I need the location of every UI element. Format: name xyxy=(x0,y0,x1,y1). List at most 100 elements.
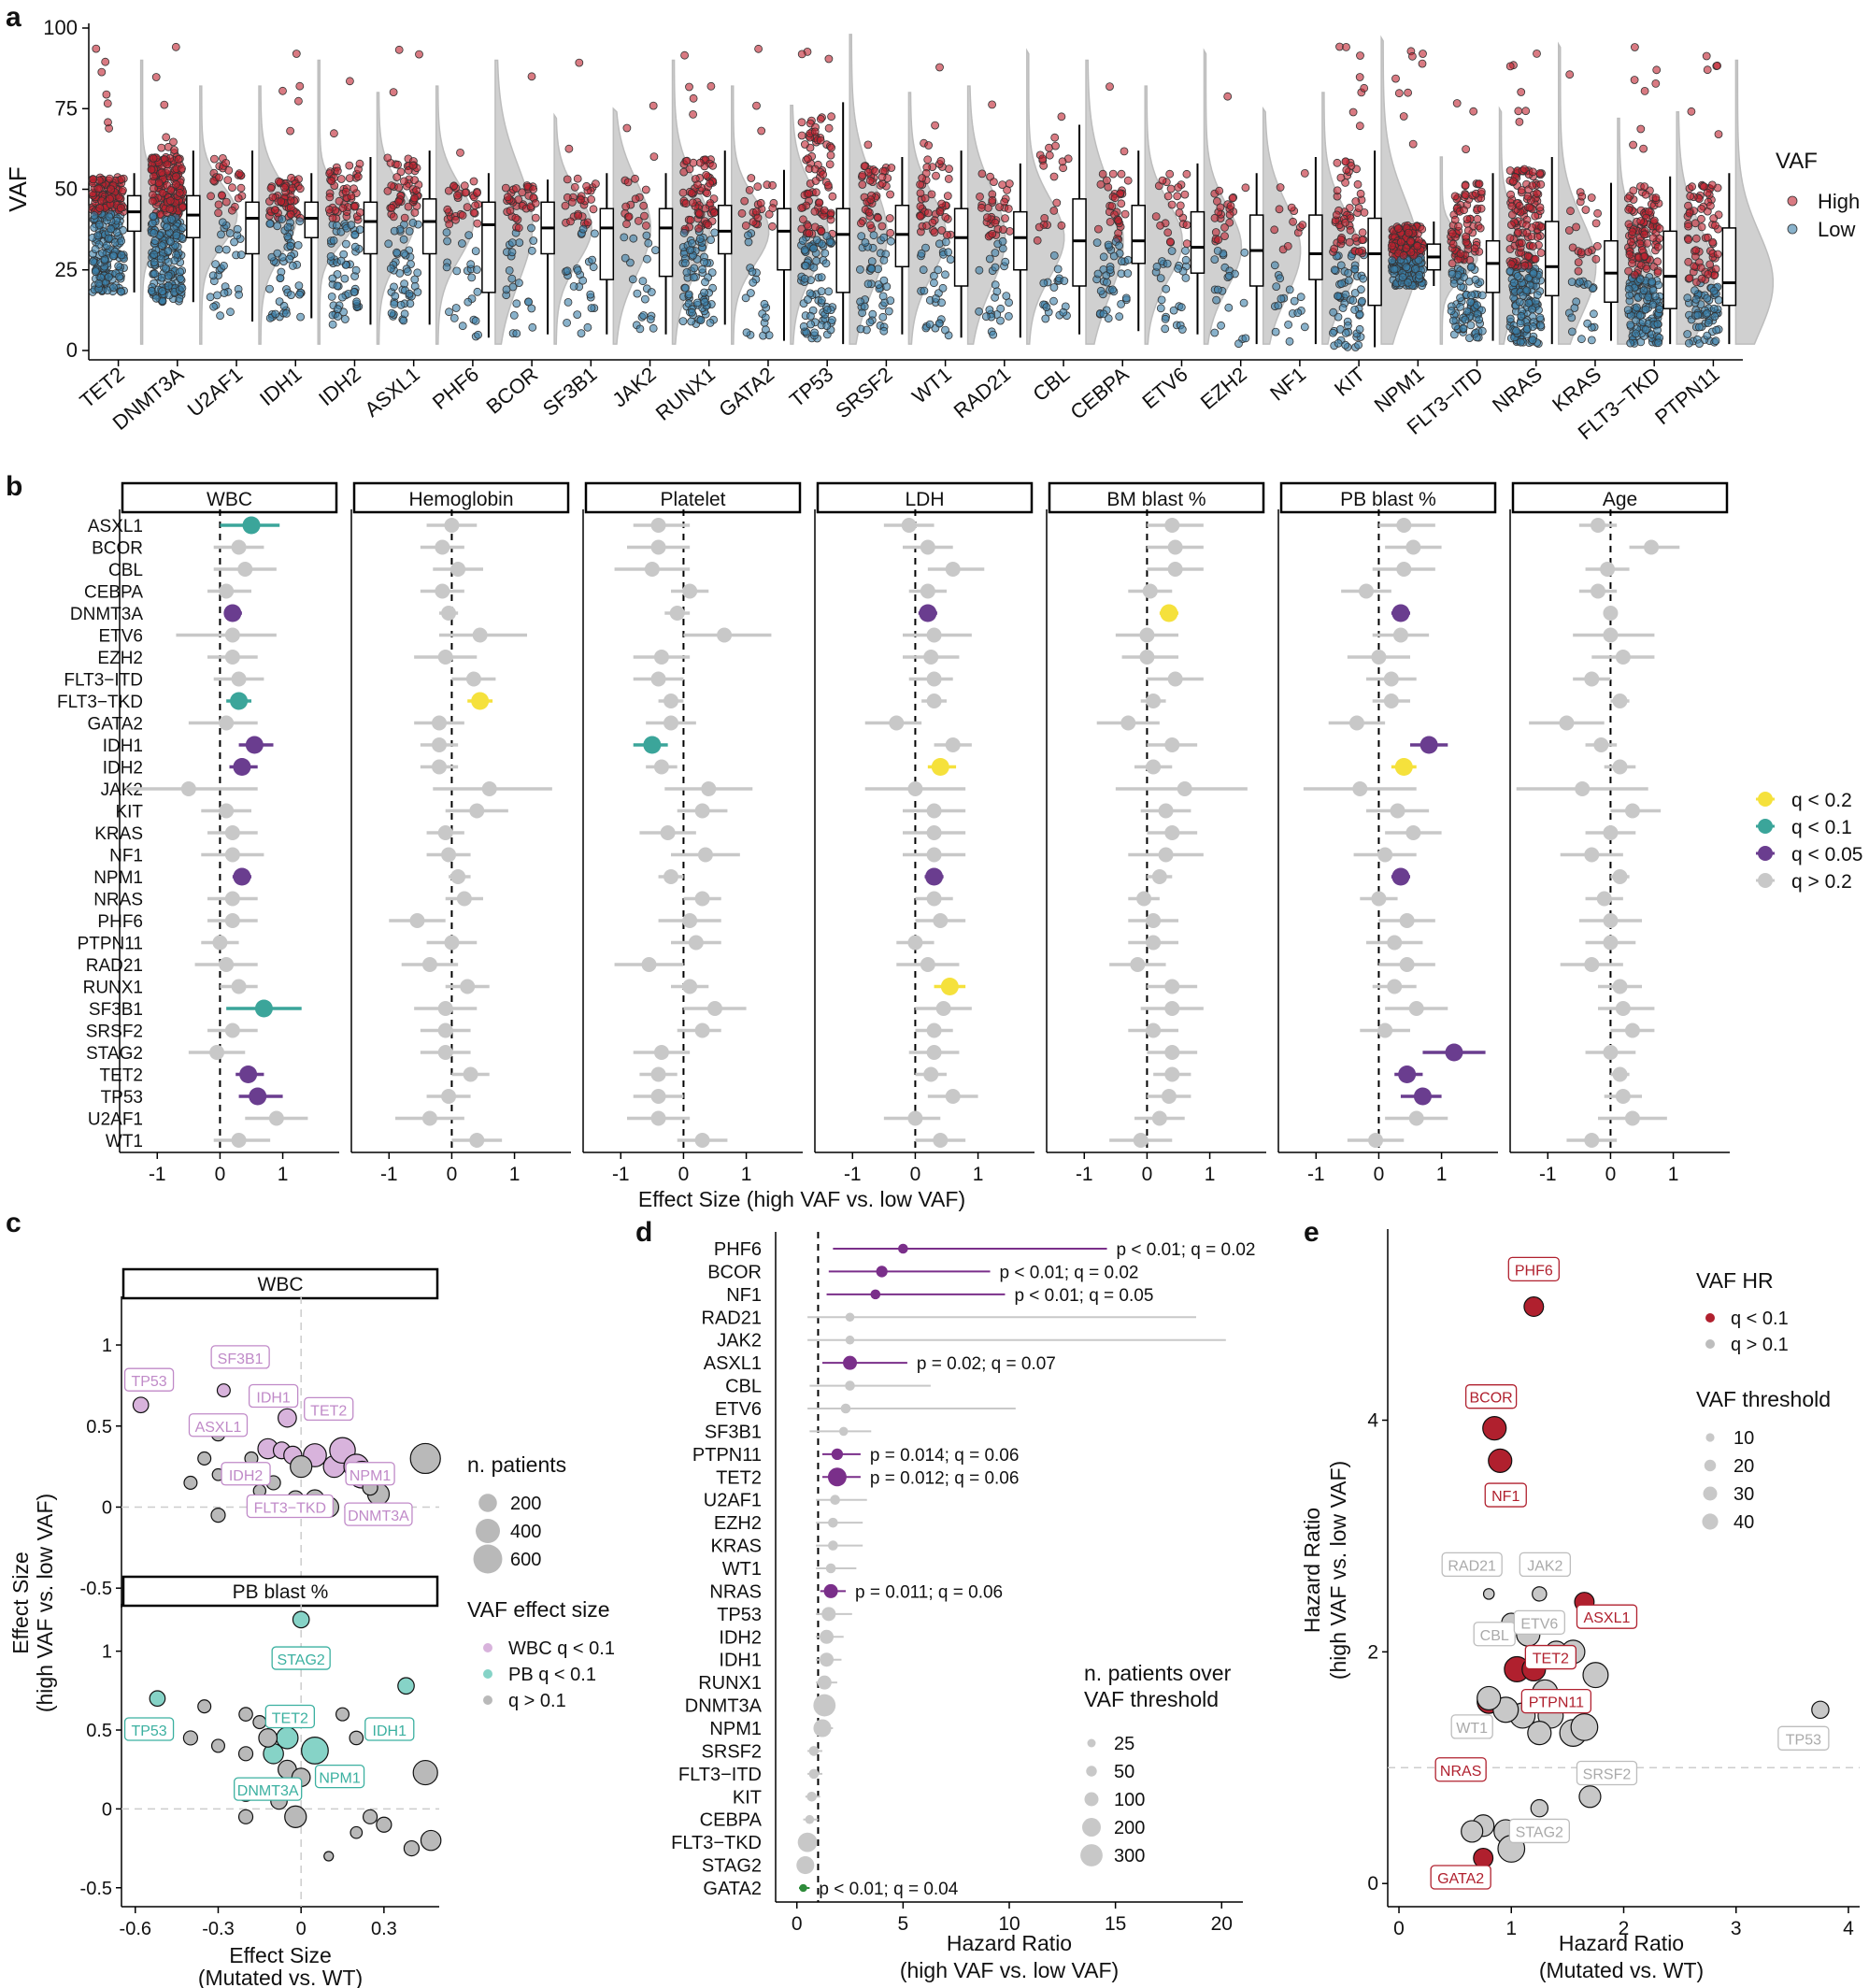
estimate-NRAS xyxy=(1371,891,1387,907)
estimate-TP53 xyxy=(441,1089,457,1104)
vaf-point xyxy=(1057,112,1066,122)
vaf-point xyxy=(1570,304,1579,312)
vaf-point xyxy=(1107,202,1117,211)
vaf-point xyxy=(1348,107,1358,117)
points-GATA2 xyxy=(737,44,778,340)
vaf-point xyxy=(1285,336,1294,346)
box-IDH2 xyxy=(363,201,378,255)
vaf-point xyxy=(112,228,121,237)
vaf-point xyxy=(94,279,104,288)
gene-label: CEBPA xyxy=(84,583,143,603)
estimate-SF3B1 xyxy=(1408,1001,1424,1016)
y-tick-label: 75 xyxy=(55,96,78,120)
vaf-point xyxy=(444,186,453,195)
x-tick-label: 5 xyxy=(898,1913,909,1935)
vaf-point xyxy=(158,287,167,296)
estimate-RUNX1 xyxy=(817,1675,832,1690)
vaf-point xyxy=(1223,92,1233,101)
vaf-point xyxy=(566,217,575,226)
vaf-point xyxy=(1650,292,1660,301)
vaf-point xyxy=(573,310,582,320)
vaf-point xyxy=(518,188,527,197)
estimate-ASXL1 xyxy=(843,1355,858,1370)
vaf-point xyxy=(687,317,696,326)
vaf-point xyxy=(812,188,820,197)
vaf-point xyxy=(1110,193,1120,203)
x-tick-label: SF3B1 xyxy=(538,363,602,421)
estimate-PTPN11 xyxy=(1146,935,1162,951)
vaf-point xyxy=(1536,179,1546,189)
estimate-RUNX1 xyxy=(1387,979,1403,994)
estimate-RUNX1 xyxy=(1164,979,1180,994)
vaf-point xyxy=(338,204,348,213)
point xyxy=(237,1809,254,1824)
box-FLT3−ITD xyxy=(1485,239,1501,293)
estimate-SF3B1 xyxy=(1615,1001,1631,1016)
size-legend-title: n. patients over xyxy=(1084,1661,1232,1685)
vaf-point xyxy=(857,219,865,228)
gene-label: FLT3−ITD xyxy=(64,671,143,691)
estimate-KIT xyxy=(1624,803,1640,819)
vaf-point xyxy=(944,248,953,257)
gene-label: NPM1 xyxy=(709,1719,762,1739)
vaf-point xyxy=(976,192,984,201)
vaf-point xyxy=(170,256,179,265)
estimate-IDH1 xyxy=(432,737,447,752)
vaf-point xyxy=(410,176,420,185)
vaf-point xyxy=(334,312,342,321)
vaf-point xyxy=(104,234,113,243)
estimate-NF1 xyxy=(1377,847,1393,863)
point-label: SF3B1 xyxy=(218,1352,264,1367)
vaf-point xyxy=(531,213,540,222)
vaf-point xyxy=(295,184,305,193)
facet-title: WBC xyxy=(258,1274,304,1295)
estimate-IDH2 xyxy=(1146,759,1162,775)
vaf-point xyxy=(1276,183,1285,192)
estimate-ASXL1 xyxy=(242,516,261,535)
vaf-point xyxy=(413,288,422,296)
vaf-point xyxy=(678,188,688,197)
vaf-point xyxy=(931,121,939,130)
vaf-point xyxy=(234,193,243,203)
legend-label: q < 0.1 xyxy=(1791,817,1852,838)
vaf-point xyxy=(1049,172,1059,181)
vaf-point xyxy=(1156,304,1165,313)
estimate-EZH2 xyxy=(1139,650,1155,665)
vaf-point xyxy=(1358,228,1367,237)
vaf-point xyxy=(514,195,523,205)
estimate-JAK2 xyxy=(180,781,196,796)
points-NF1 xyxy=(1270,168,1309,346)
gene-label: DNMT3A xyxy=(685,1696,763,1717)
vaf-point xyxy=(1399,112,1408,121)
vaf-point xyxy=(406,299,415,308)
vaf-point xyxy=(1577,335,1586,344)
vaf-point xyxy=(944,174,953,183)
estimate-CBL xyxy=(644,562,660,577)
gene-label: SRSF2 xyxy=(86,1023,143,1042)
vaf-point xyxy=(1355,73,1364,81)
estimate-IDH2 xyxy=(233,758,251,776)
p-value-annotation: p < 0.01; q = 0.02 xyxy=(1117,1240,1256,1260)
gene-label: KRAS xyxy=(94,824,143,844)
label-box xyxy=(304,1396,354,1422)
vaf-point xyxy=(1287,203,1296,212)
gene-label: ASXL1 xyxy=(704,1353,762,1374)
x-tick-label: EZH2 xyxy=(1196,363,1251,414)
point-label: DNMT3A xyxy=(348,1509,409,1524)
vaf-point xyxy=(1114,216,1123,225)
vaf-point xyxy=(1536,321,1546,330)
estimate-SF3B1 xyxy=(838,1426,849,1437)
color-legend-label: q > 0.1 xyxy=(1731,1335,1789,1355)
vaf-point xyxy=(505,265,514,275)
vaf-point xyxy=(394,45,404,54)
legend-marker xyxy=(1758,792,1773,807)
vaf-point xyxy=(863,140,873,150)
vaf-point xyxy=(1703,65,1712,75)
vaf-point xyxy=(621,202,631,211)
box-U2AF1 xyxy=(245,201,260,255)
size-legend-label: 20 xyxy=(1733,1456,1754,1477)
facet-header xyxy=(1511,481,1729,514)
vaf-point xyxy=(442,263,451,272)
legend-marker xyxy=(1758,873,1773,888)
vaf-point xyxy=(828,192,837,201)
